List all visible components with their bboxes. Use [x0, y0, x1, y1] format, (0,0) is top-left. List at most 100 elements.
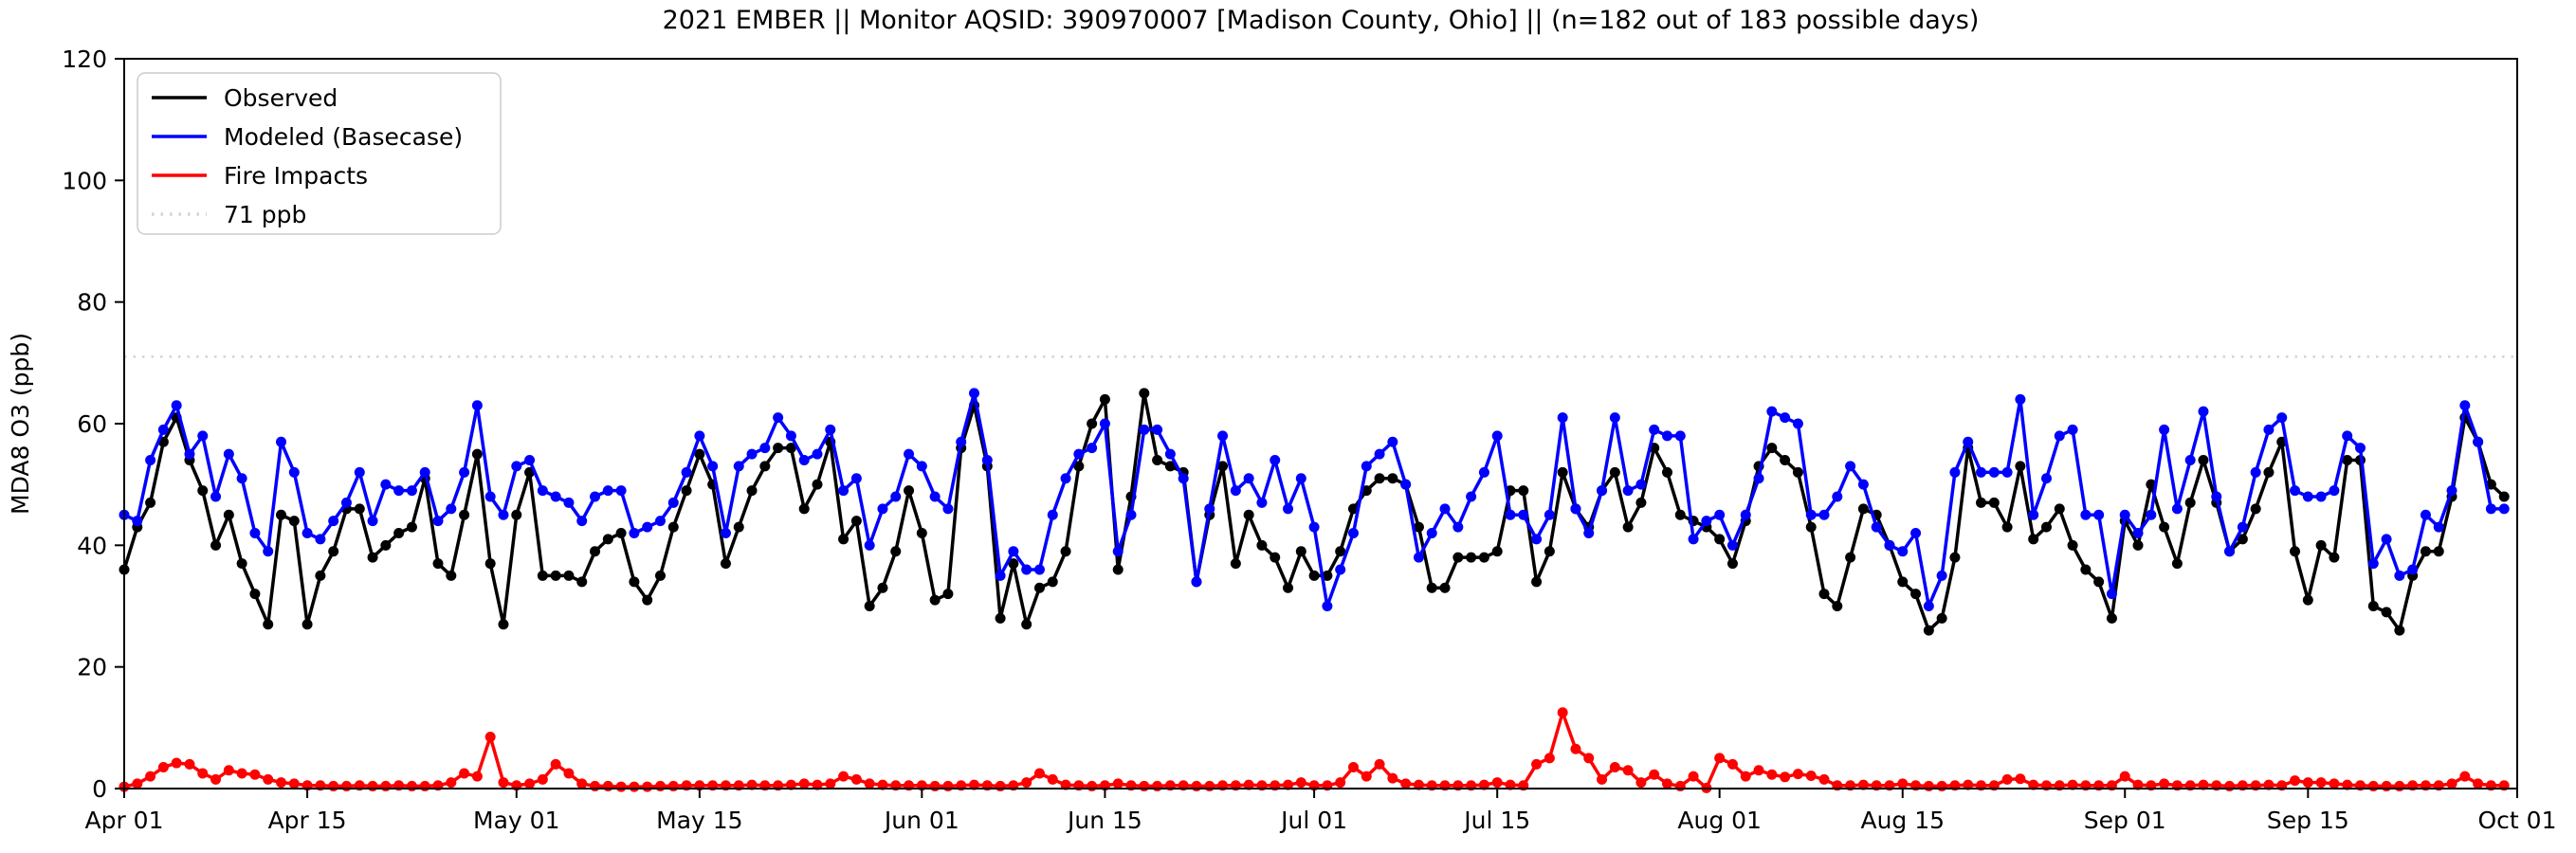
data-point — [328, 546, 339, 557]
data-point — [1531, 758, 1543, 770]
data-point — [602, 534, 613, 545]
data-point — [145, 497, 156, 508]
data-point — [850, 516, 862, 527]
data-point — [2498, 503, 2510, 515]
data-point — [576, 778, 588, 789]
data-point — [2015, 461, 2026, 472]
data-point — [1688, 534, 1699, 545]
data-point — [838, 485, 850, 497]
data-point — [1439, 503, 1451, 515]
data-point — [642, 521, 653, 533]
data-point — [1426, 528, 1437, 538]
data-point — [1910, 528, 1922, 538]
data-point — [511, 461, 522, 472]
data-point — [1988, 497, 2000, 508]
data-point — [642, 781, 653, 792]
data-point — [890, 491, 902, 502]
data-point — [1884, 539, 1895, 551]
data-point — [1740, 771, 1751, 782]
data-point — [1936, 570, 1947, 581]
data-point — [916, 528, 927, 538]
data-point — [1283, 503, 1294, 515]
legend-label: 71 ppb — [224, 201, 306, 228]
data-point — [864, 778, 875, 789]
data-point — [1047, 576, 1058, 588]
data-point — [432, 558, 444, 570]
data-point — [1557, 412, 1568, 424]
data-point — [1073, 448, 1085, 460]
data-point — [929, 780, 941, 791]
data-point — [798, 503, 810, 515]
data-point — [1976, 497, 1987, 508]
data-point — [432, 516, 444, 527]
data-point — [210, 773, 222, 785]
data-point — [850, 473, 862, 484]
data-point — [812, 779, 823, 790]
data-point — [1949, 466, 1961, 478]
data-point — [2198, 779, 2209, 790]
data-point — [707, 461, 719, 472]
data-point — [1726, 539, 1738, 551]
data-point — [446, 777, 457, 789]
legend-label: Fire Impacts — [224, 162, 368, 190]
data-point — [419, 780, 430, 791]
data-point — [1099, 393, 1110, 405]
data-point — [2119, 771, 2130, 782]
data-point — [1622, 521, 1634, 533]
data-point — [1374, 758, 1385, 770]
data-point — [2302, 777, 2313, 789]
data-point — [1557, 707, 1568, 718]
data-point — [1805, 771, 1817, 782]
data-point — [1832, 491, 1843, 502]
data-point — [1544, 753, 1555, 764]
data-point — [1478, 466, 1489, 478]
data-point — [2315, 539, 2327, 551]
data-point — [1308, 570, 1320, 581]
data-point — [2433, 521, 2444, 533]
data-point — [1347, 762, 1359, 773]
data-point — [2459, 400, 2471, 411]
data-point — [615, 781, 627, 792]
data-point — [890, 546, 902, 557]
data-point — [1583, 753, 1595, 764]
data-point — [1518, 509, 1529, 520]
data-point — [1688, 771, 1699, 782]
data-point — [2132, 528, 2144, 538]
data-point — [1112, 564, 1124, 575]
data-point — [1191, 576, 1202, 588]
data-point — [995, 780, 1006, 791]
data-point — [2302, 491, 2313, 502]
data-point — [2290, 485, 2301, 497]
data-point — [2498, 491, 2510, 502]
data-point — [2028, 509, 2039, 520]
data-point — [1936, 780, 1947, 791]
data-point — [537, 773, 548, 785]
data-point — [2159, 778, 2170, 789]
data-point — [1308, 521, 1320, 533]
data-point — [2473, 436, 2484, 447]
data-point — [2054, 503, 2065, 515]
data-point — [484, 558, 496, 570]
data-point — [1910, 589, 1922, 600]
data-point — [2342, 430, 2353, 442]
legend: Observed Modeled (Basecase) Fire Impacts 71… — [137, 72, 502, 235]
data-point — [1125, 509, 1137, 520]
data-point — [838, 771, 850, 782]
data-point — [1099, 418, 1110, 429]
data-point — [773, 412, 784, 424]
data-point — [1897, 576, 1909, 588]
data-point — [590, 780, 601, 791]
data-point — [681, 485, 692, 497]
data-point — [1753, 473, 1764, 484]
data-point — [1923, 780, 1934, 791]
data-point — [1949, 552, 1961, 563]
data-point — [223, 509, 234, 520]
data-point — [1597, 485, 1608, 497]
data-point — [2276, 412, 2288, 424]
data-point — [2446, 485, 2457, 497]
data-point — [1335, 777, 1346, 789]
data-point — [1256, 497, 1268, 508]
y-axis-label: MDA8 O3 (ppb) — [7, 333, 34, 515]
x-tick-label: Apr 15 — [268, 807, 347, 834]
